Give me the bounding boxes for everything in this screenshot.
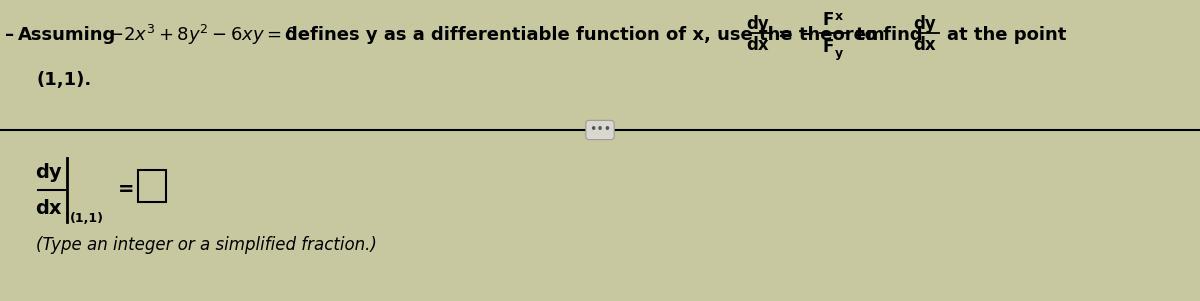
Bar — [138, 170, 166, 202]
Text: dy: dy — [913, 15, 936, 33]
Text: defines y as a differentiable function of x, use the theorem: defines y as a differentiable function o… — [286, 26, 884, 44]
Text: dx: dx — [35, 198, 61, 218]
Text: F: F — [822, 11, 833, 29]
Text: dy: dy — [35, 163, 61, 182]
Text: (Type an integer or a simplified fraction.): (Type an integer or a simplified fractio… — [36, 236, 377, 254]
Text: –: – — [5, 26, 14, 44]
Text: (1,1): (1,1) — [70, 212, 104, 225]
Text: at the point: at the point — [947, 26, 1067, 44]
Text: y: y — [835, 46, 844, 60]
Text: (1,1).: (1,1). — [36, 71, 91, 89]
Text: =: = — [118, 181, 134, 200]
Text: dx: dx — [913, 36, 936, 54]
Text: •••: ••• — [589, 123, 611, 136]
Text: F: F — [822, 38, 833, 56]
Text: = −: = − — [778, 26, 815, 44]
Text: dx: dx — [746, 36, 769, 54]
Text: to find: to find — [856, 26, 923, 44]
Text: x: x — [835, 10, 844, 23]
Text: Assuming: Assuming — [18, 26, 116, 44]
Text: $-2x^3+8y^2-6xy=0$: $-2x^3+8y^2-6xy=0$ — [108, 23, 298, 47]
Text: dy: dy — [746, 15, 769, 33]
